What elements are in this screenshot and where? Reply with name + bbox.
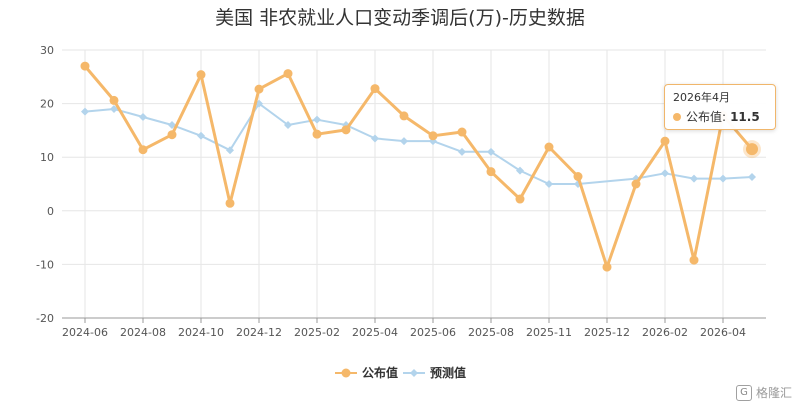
tooltip-row: 公布值: 11.5 <box>673 108 767 125</box>
data-point[interactable] <box>719 174 727 183</box>
series-actual <box>80 61 761 272</box>
legend-item-actual[interactable]: 公布值 <box>335 365 398 380</box>
data-point[interactable] <box>109 95 119 105</box>
x-tick-label: 2026-04 <box>700 326 746 339</box>
data-point[interactable] <box>660 136 670 146</box>
data-point[interactable] <box>457 127 467 137</box>
highlighted-point[interactable] <box>746 143 758 156</box>
x-tick-label: 2026-02 <box>642 326 688 339</box>
x-tick-label: 2025-02 <box>294 326 340 339</box>
legend-label: 预测值 <box>430 365 466 380</box>
data-point[interactable] <box>80 61 90 71</box>
data-point[interactable] <box>428 131 438 141</box>
data-point[interactable] <box>602 262 612 272</box>
x-tick-label: 2024-10 <box>178 326 224 339</box>
watermark-text: 格隆汇 <box>755 386 792 400</box>
series-forecast <box>81 99 756 188</box>
data-point[interactable] <box>486 167 496 177</box>
data-point[interactable] <box>226 146 234 155</box>
data-point[interactable] <box>458 147 466 156</box>
data-point[interactable] <box>312 129 322 139</box>
data-point[interactable] <box>167 130 177 140</box>
x-tick-label: 2024-08 <box>120 326 166 339</box>
data-point[interactable] <box>515 194 525 204</box>
data-point[interactable] <box>371 134 379 143</box>
data-point[interactable] <box>110 104 118 113</box>
tooltip-title: 2026年4月 <box>673 91 730 104</box>
x-tick-label: 2024-06 <box>62 326 108 339</box>
data-point[interactable] <box>545 180 553 188</box>
data-point[interactable] <box>283 69 293 79</box>
x-tick-label: 2025-11 <box>526 326 572 339</box>
legend-marker-icon <box>410 369 418 377</box>
data-point[interactable] <box>284 121 292 130</box>
data-point[interactable] <box>400 137 408 146</box>
x-tick-label: 2025-12 <box>584 326 630 339</box>
data-point[interactable] <box>631 179 641 189</box>
data-point[interactable] <box>661 169 669 178</box>
data-point[interactable] <box>138 145 148 155</box>
data-point[interactable] <box>196 70 206 80</box>
data-point[interactable] <box>81 107 89 116</box>
series-line <box>84 102 753 185</box>
watermark-logo-icon: G <box>735 384 752 401</box>
legend[interactable]: 公布值 预测值 <box>335 365 466 380</box>
y-tick-label: 0 <box>47 205 54 218</box>
data-point[interactable] <box>370 84 380 94</box>
x-tick-label: 2025-08 <box>468 326 514 339</box>
x-tick-label: 2025-06 <box>410 326 456 339</box>
series-line <box>83 65 754 269</box>
tooltip-series-name: 公布值 <box>686 110 723 124</box>
grid <box>62 49 766 319</box>
data-point[interactable] <box>516 166 524 175</box>
data-point[interactable] <box>225 198 235 208</box>
tooltip: 2026年4月 公布值: 11.5 <box>664 84 776 130</box>
data-point[interactable] <box>341 125 351 135</box>
y-tick-label: 20 <box>40 98 54 111</box>
axes: -20 -10 0 10 20 30 2024-06 2024-08 2024-10 2024-1… <box>36 44 766 339</box>
y-tick-label: -10 <box>36 258 54 271</box>
data-point[interactable] <box>689 255 699 265</box>
legend-marker-icon <box>341 368 351 378</box>
data-point[interactable] <box>748 173 756 182</box>
legend-label: 公布值 <box>362 365 398 380</box>
data-point[interactable] <box>139 113 147 121</box>
data-point[interactable] <box>690 174 698 183</box>
series-layer <box>80 61 761 272</box>
watermark: G 格隆汇 <box>735 384 792 401</box>
x-tick-label: 2025-04 <box>352 326 398 339</box>
tooltip-value: 11.5 <box>730 109 760 124</box>
y-tick-label: 10 <box>40 151 54 164</box>
y-tick-label: -20 <box>36 312 54 325</box>
data-point[interactable] <box>197 131 205 140</box>
data-point[interactable] <box>573 171 583 181</box>
tooltip-dot-icon <box>673 112 681 121</box>
chart-title: 美国 非农就业人口变动季调后(万)-历史数据 <box>215 7 585 29</box>
data-point[interactable] <box>168 121 176 130</box>
x-tick-label: 2024-12 <box>236 326 282 339</box>
y-tick-label: 30 <box>40 44 54 57</box>
data-point[interactable] <box>254 84 264 94</box>
data-point[interactable] <box>399 111 409 121</box>
data-point[interactable] <box>313 115 321 124</box>
legend-item-forecast[interactable]: 预测值 <box>403 365 466 380</box>
data-point[interactable] <box>544 142 554 152</box>
data-point[interactable] <box>487 147 495 156</box>
